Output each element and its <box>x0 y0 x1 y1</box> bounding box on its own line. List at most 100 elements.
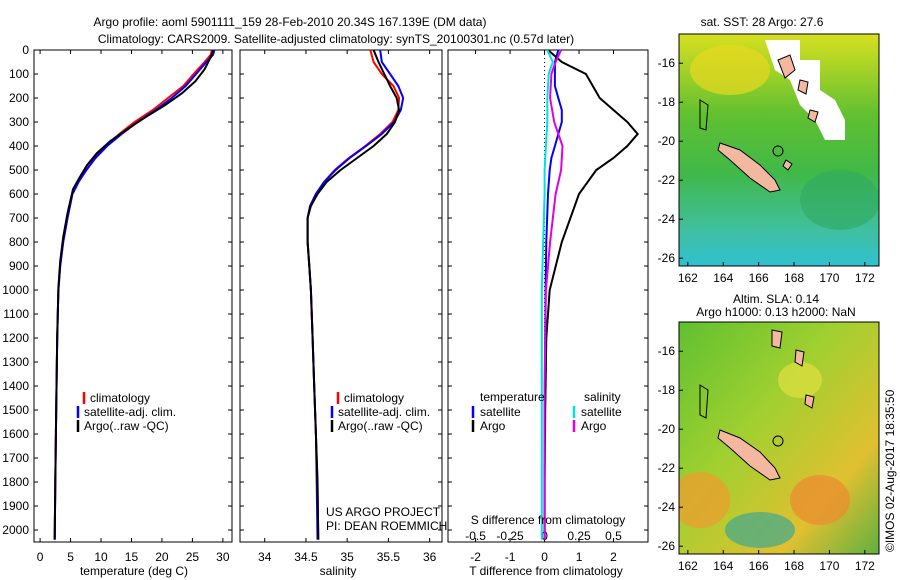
depth-tick-label: 1400 <box>2 379 29 393</box>
salinity-panel <box>239 49 443 543</box>
s-tick-label: 0.25 <box>567 529 591 543</box>
depth-tick-label: 200 <box>9 91 29 105</box>
legend-title-salinity: salinity <box>584 390 621 404</box>
depth-tick-label: 1900 <box>2 499 29 513</box>
depth-tick-label: 1600 <box>2 427 29 441</box>
depth-tick-label: 800 <box>9 235 29 249</box>
depth-tick-label: 0 <box>22 43 29 57</box>
temperature-xlabel: temperature (deg C) <box>80 564 188 578</box>
legend-label-satellite: satellite-adj. clim. <box>338 405 430 419</box>
sla-map <box>679 322 879 554</box>
loyalty-island <box>782 159 793 171</box>
depth-tick-label: 1800 <box>2 475 29 489</box>
difference-plot: -2 -1 0 1 2-0.5 -0.25 0 0.25 0.5 <box>448 49 648 564</box>
depth-tick-label: 900 <box>9 259 29 273</box>
sla-low-patch <box>725 512 795 548</box>
map-y-tick-label: -26 <box>658 539 676 553</box>
map-y-tick-label: -18 <box>658 95 676 109</box>
reef-outline <box>699 99 709 131</box>
depth-axis-labels: 0 100 200 300 400 500 600 700 800 900 1000 1100 1200… <box>2 43 29 537</box>
depth-tick-label: 1700 <box>2 451 29 465</box>
sla-high-patch <box>679 472 730 528</box>
vanuatu-island <box>797 79 809 95</box>
salinity-xlabel: salinity <box>320 564 357 578</box>
map-x-tick-label: 168 <box>784 271 804 285</box>
map-x-tick-label: 172 <box>855 271 875 285</box>
x-tick-label: 0 <box>37 550 44 564</box>
map-y-tick-label: -26 <box>658 251 676 265</box>
map-x-tick-label: 164 <box>713 271 733 285</box>
sst-map-frame <box>678 33 880 267</box>
vanuatu-island <box>804 394 815 409</box>
legend-label-argo: Argo(..raw -QC) <box>338 419 423 433</box>
legend-label-t-satellite: satellite <box>480 405 521 419</box>
new-caledonia-landmass <box>717 429 781 481</box>
map-y-tick-label: -22 <box>658 173 676 187</box>
x-tick-label: 1 <box>576 550 583 564</box>
sla-warm-patch <box>778 362 822 398</box>
vanuatu-island <box>777 54 796 79</box>
sla-map-title-2: Argo h1000: 0.13 h2000: NaN <box>696 305 855 319</box>
depth-tick-label: 300 <box>9 115 29 129</box>
sst-map <box>679 34 879 266</box>
x-tick-label: 10 <box>94 550 108 564</box>
legend-label-argo: Argo(..raw -QC) <box>84 419 169 433</box>
legend-title-temperature: temperature <box>480 390 545 404</box>
series-line-salinity-satellite <box>540 49 554 540</box>
x-tick-label: 34 <box>258 550 272 564</box>
s-tick-label: -0.5 <box>465 529 486 543</box>
s-tick-label: -0.25 <box>496 529 524 543</box>
pi-annotation: PI: DEAN ROEMMICH <box>326 519 447 533</box>
x-tick-label: 34.5 <box>294 550 318 564</box>
map-x-tick-label: 172 <box>855 559 875 573</box>
x-tick-label: 20 <box>155 550 169 564</box>
legend-label-s-satellite: satellite <box>581 405 622 419</box>
x-tick-label: 2 <box>610 550 617 564</box>
difference-legend-temperature: temperature satellite Argo <box>471 390 545 433</box>
x-tick-label: -1 <box>505 550 516 564</box>
temperature-panel <box>33 49 233 543</box>
map-y-tick-label: -18 <box>658 383 676 397</box>
imos-credit: ©IMOS 02-Aug-2017 18:35:50 <box>883 389 897 552</box>
map-x-tick-label: 166 <box>749 559 769 573</box>
series-line-argo-raw-qc- <box>306 49 401 540</box>
depth-tick-label: 1300 <box>2 355 29 369</box>
x-tick-label: 15 <box>125 550 139 564</box>
vanuatu-island <box>771 329 783 349</box>
title-line-1: Argo profile: aoml 5901111_159 28-Feb-20… <box>94 15 487 29</box>
sla-map-ticks: 162 164 166 168 170 172 -16 -18 -20 -22 -24 -26 <box>658 344 876 573</box>
depth-tick-label: 400 <box>9 139 29 153</box>
x-tick-label: 30 <box>216 550 230 564</box>
x-tick-label: 36 <box>423 550 437 564</box>
depth-tick-label: 1200 <box>2 331 29 345</box>
map-y-tick-label: -24 <box>658 212 676 226</box>
x-tick-label: 5 <box>67 550 74 564</box>
depth-tick-label: 1100 <box>3 307 29 321</box>
series-line-temperature-argo <box>543 49 640 540</box>
title-line-2: Climatology: CARS2009. Satellite-adjuste… <box>98 32 574 46</box>
x-tick-label: 35 <box>341 550 355 564</box>
map-x-tick-label: 166 <box>749 271 769 285</box>
depth-tick-label: 2000 <box>2 523 29 537</box>
sla-high-patch <box>790 475 850 525</box>
salinity-plot: 34 34.5 35 35.5 36 <box>240 49 442 564</box>
map-x-tick-label: 162 <box>678 271 698 285</box>
legend-label-climatology: climatology <box>344 391 404 405</box>
vanuatu-island <box>794 349 805 367</box>
sst-warm-patch <box>690 45 770 95</box>
depth-tick-label: 100 <box>9 67 29 81</box>
x-tick-label: -2 <box>470 550 481 564</box>
difference-legend-salinity: salinity satellite Argo <box>572 390 622 433</box>
vanuatu-island <box>807 109 819 123</box>
series-line-argo-raw-qc- <box>53 50 214 540</box>
series-line-salinity-argo <box>543 49 564 540</box>
map-y-tick-label: -24 <box>658 500 676 514</box>
map-x-tick-label: 170 <box>819 271 839 285</box>
legend-label-satellite: satellite-adj. clim. <box>84 405 176 419</box>
sla-map-frame <box>678 321 880 555</box>
project-annotation: US ARGO PROJECT <box>326 505 441 519</box>
map-y-tick-label: -22 <box>658 461 676 475</box>
x-tick-label: 35.5 <box>377 550 401 564</box>
map-x-tick-label: 170 <box>819 559 839 573</box>
sst-map-title: sat. SST: 28 Argo: 27.6 <box>701 15 824 29</box>
